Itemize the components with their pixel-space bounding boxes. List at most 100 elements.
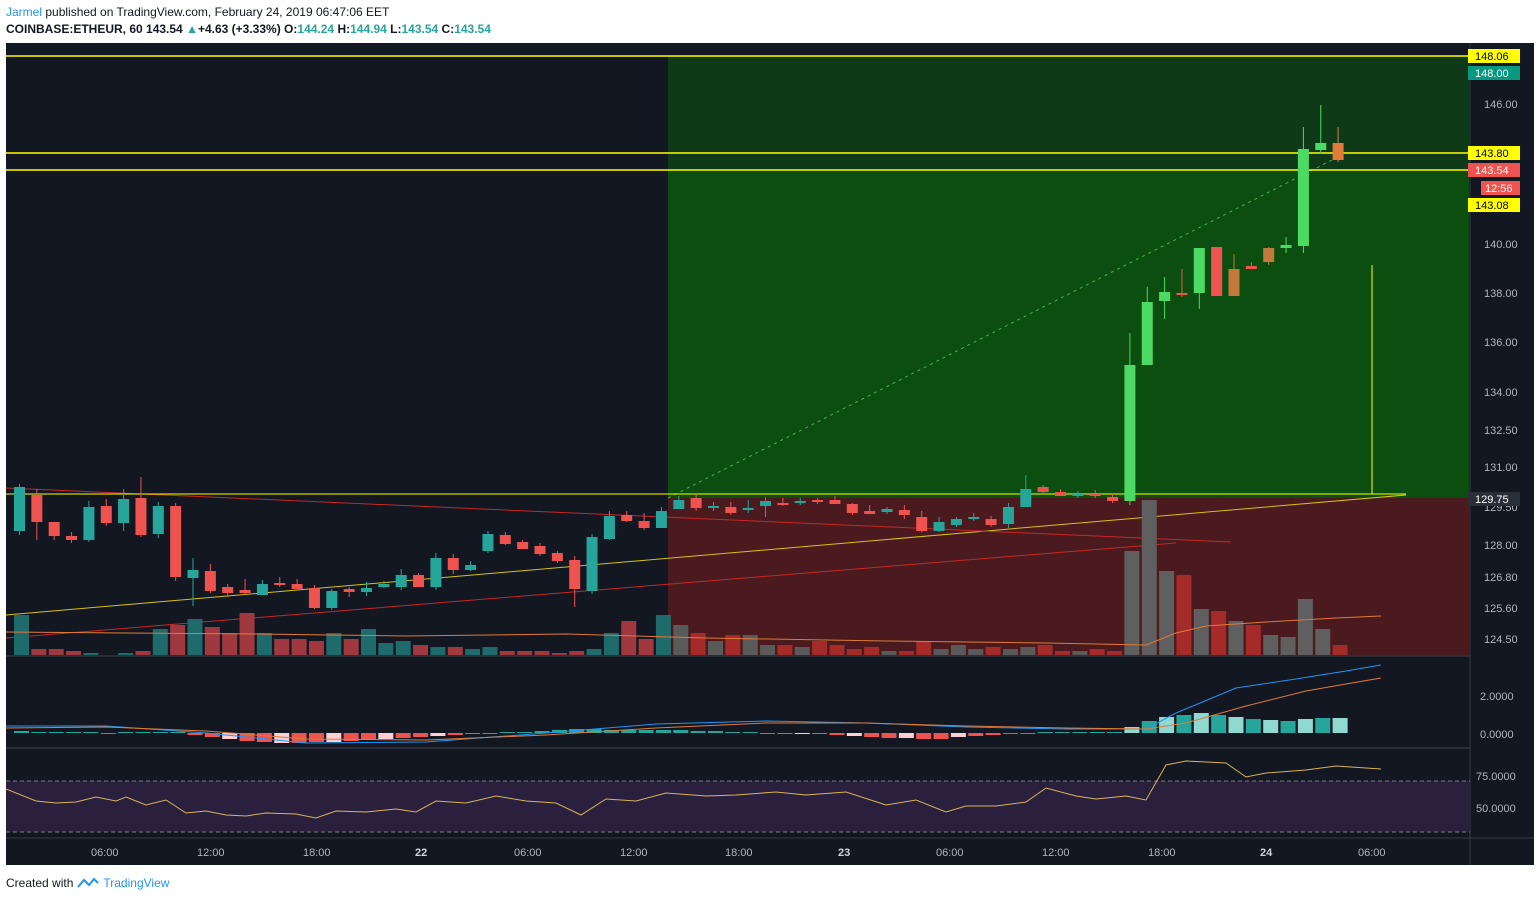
candle-body xyxy=(343,589,355,592)
volume-bar xyxy=(395,641,411,655)
candle-body xyxy=(170,506,182,577)
macd-hist-bar xyxy=(1315,718,1331,733)
tag-148-06: 148.06 xyxy=(1475,51,1509,63)
volume-bar xyxy=(447,647,463,655)
volume-bar xyxy=(308,641,324,655)
ascending-trendline[interactable] xyxy=(6,494,1407,616)
candle-body xyxy=(1228,269,1240,296)
last-price: 143.54 xyxy=(146,22,183,36)
macd-axis[interactable]: 2.0000 0.0000 xyxy=(1480,691,1514,741)
chart-area[interactable]: 146.00 140.00 138.00 136.00 134.00 132.5… xyxy=(6,43,1534,865)
macd-hist-bar xyxy=(48,732,64,733)
symbol-label[interactable]: COINBASE:ETHEUR, 60 xyxy=(6,22,143,36)
macd-hist-bar xyxy=(1037,732,1053,733)
volume-bar xyxy=(1072,651,1088,655)
macd-hist-bar xyxy=(569,729,585,733)
macd-hist-bar xyxy=(222,733,238,739)
candle-body xyxy=(326,591,338,608)
tag-129-75: 129.75 xyxy=(1475,494,1509,506)
candle-body xyxy=(135,498,147,535)
volume-bar xyxy=(48,649,64,655)
up-arrow-icon: ▲ xyxy=(186,22,198,36)
volume-bar xyxy=(517,651,533,655)
price-tick: 132.50 xyxy=(1484,425,1518,437)
macd-hist-bar xyxy=(603,730,619,733)
macd-hist-bar xyxy=(256,733,272,742)
volume-bar xyxy=(846,649,862,655)
volume-bar xyxy=(1020,647,1036,655)
candle-body xyxy=(586,537,598,591)
price-tick: 146.00 xyxy=(1484,99,1518,111)
tag-143-54: 143.54 xyxy=(1475,165,1509,177)
candle-body xyxy=(1055,492,1066,496)
candle-body xyxy=(204,571,216,591)
author-link[interactable]: Jarmel xyxy=(6,5,43,19)
tradingview-brand-link[interactable]: TradingView xyxy=(103,876,170,890)
rsi-axis[interactable]: 75.0000 50.0000 xyxy=(1476,771,1516,815)
tag-143-54-bg xyxy=(1468,163,1520,177)
candle-body xyxy=(465,565,477,570)
candle-body xyxy=(222,587,234,593)
volume-bar xyxy=(725,635,741,655)
tradingview-logo-icon[interactable] xyxy=(77,877,100,889)
volume-bar xyxy=(118,653,134,655)
volume-bar xyxy=(551,653,567,655)
macd-hist-bar xyxy=(135,732,151,733)
loss-zone[interactable] xyxy=(668,498,1469,655)
macd-hist-bar xyxy=(361,733,376,740)
candle-body xyxy=(1280,245,1292,248)
volume-bar xyxy=(204,627,220,655)
macd-hist-bar xyxy=(690,731,706,733)
time-tick: 24 xyxy=(1260,847,1273,859)
projection-line xyxy=(667,157,1337,499)
volume-bar xyxy=(760,645,776,655)
volume-bar xyxy=(1193,609,1209,655)
macd-hist-bar xyxy=(118,732,134,733)
macd-hist-bar xyxy=(413,733,429,737)
high-label: H: xyxy=(337,22,351,36)
candle-body xyxy=(742,508,754,510)
tag-143-08: 143.08 xyxy=(1475,200,1509,212)
time-tick: 06:00 xyxy=(936,847,964,859)
volume-ma-line xyxy=(6,615,1382,646)
macd-hist-bar xyxy=(950,733,966,737)
macd-hist-bar xyxy=(343,733,359,741)
symbol-info: COINBASE:ETHEUR, 60 143.54 ▲+4.63 (+3.33… xyxy=(6,22,491,36)
volume-bar xyxy=(881,651,897,655)
chart-canvas[interactable]: 146.00 140.00 138.00 136.00 134.00 132.5… xyxy=(6,43,1534,865)
candle-body xyxy=(1176,293,1188,295)
macd-hist-bar xyxy=(170,732,186,733)
candle-body xyxy=(413,575,425,587)
volume-bar xyxy=(465,649,481,655)
volume-bar xyxy=(690,633,706,655)
macd-hist-bar xyxy=(1055,732,1070,733)
price-tick: 126.80 xyxy=(1484,572,1518,584)
candle-body xyxy=(1315,143,1327,150)
macd-hist-bar xyxy=(725,732,741,733)
volume-bar xyxy=(742,635,758,655)
volume-bars xyxy=(14,500,1348,655)
price-tick: 131.00 xyxy=(1484,462,1518,474)
volume-bar xyxy=(603,633,619,655)
volume-bar xyxy=(898,651,914,655)
red-resistance-line[interactable] xyxy=(6,487,1232,543)
candlesticks[interactable] xyxy=(14,105,1344,610)
candle-body xyxy=(933,522,945,531)
time-tick: 18:00 xyxy=(725,847,753,859)
candle-body xyxy=(378,584,390,587)
tag-148-00: 148.00 xyxy=(1475,68,1509,80)
macd-hist-bar xyxy=(1211,715,1227,733)
price-tick: 134.00 xyxy=(1484,387,1518,399)
candle-body xyxy=(1297,149,1309,246)
candle-body xyxy=(916,517,928,531)
volume-bar xyxy=(1176,575,1192,655)
price-axis[interactable]: 146.00 140.00 138.00 136.00 134.00 132.5… xyxy=(1484,99,1518,646)
price-change: +4.63 (+3.33%) xyxy=(197,22,281,36)
volume-bar xyxy=(1245,625,1261,655)
volume-bar xyxy=(31,649,47,655)
macd-hist-bar xyxy=(760,733,776,734)
macd-hist-bar xyxy=(395,733,411,738)
time-axis[interactable]: 06:00 12:00 18:00 22 06:00 12:00 18:00 2… xyxy=(91,847,1386,859)
price-tick: 125.60 xyxy=(1484,603,1518,615)
time-tick: 12:00 xyxy=(620,847,648,859)
